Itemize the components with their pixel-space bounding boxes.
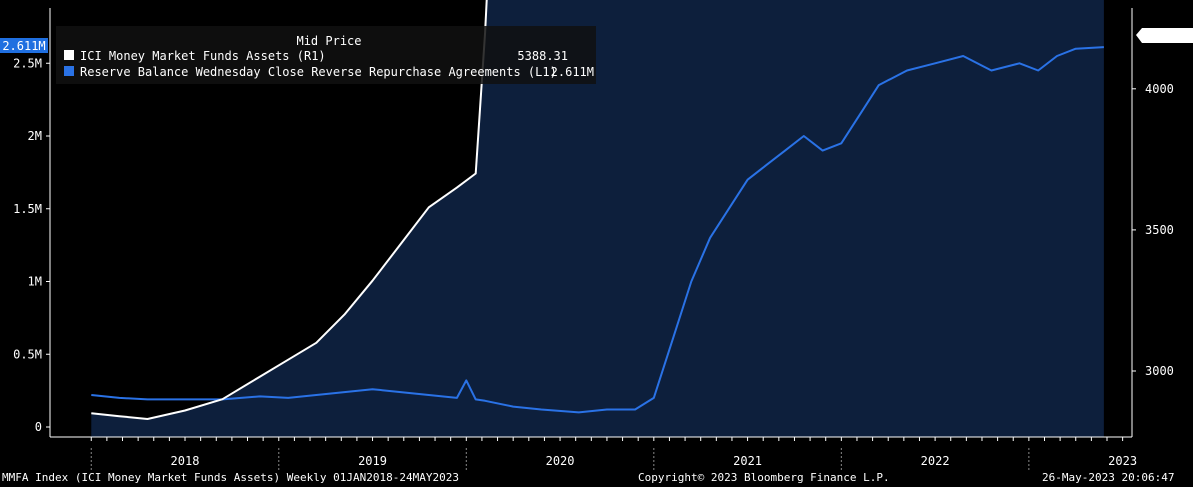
right-tick-label-4000: 4000 — [1145, 82, 1174, 96]
x-tick-label-2018: 2018 — [171, 454, 200, 468]
legend-title: Mid Price — [296, 34, 361, 48]
x-tick-label-2019: 2019 — [358, 454, 387, 468]
x-tick-label-2022: 2022 — [921, 454, 950, 468]
right-value-badge-text: 5388.31 — [1142, 29, 1193, 43]
blue-series-line — [91, 46, 1104, 414]
left-tick-label-2M: 2M — [28, 129, 42, 143]
right-value-badge — [1136, 28, 1193, 43]
legend-label-blue: Reserve Balance Wednesday Close Reverse … — [80, 65, 557, 79]
footer-timestamp: 26-May-2023 20:06:47 — [1042, 471, 1175, 484]
x-tick-label-2020: 2020 — [546, 454, 575, 468]
right-tick-label-3500: 3500 — [1145, 223, 1174, 237]
x-tick-label-2021: 2021 — [733, 454, 762, 468]
footer-index-info: MMFA Index (ICI Money Market Funds Asset… — [2, 471, 459, 484]
legend-swatch-white — [64, 50, 74, 60]
left-tick-label-2.5M: 2.5M — [13, 56, 42, 70]
legend-swatch-blue — [64, 66, 74, 76]
legend-value-blue: 2.611M — [551, 65, 594, 79]
white-series-line — [91, 0, 488, 420]
left-tick-label-0.5M: 0.5M — [13, 347, 42, 361]
legend-value-white: 5388.31 — [517, 49, 568, 63]
legend-box — [56, 26, 596, 84]
right-tick-label-3000: 3000 — [1145, 364, 1174, 378]
left-tick-label-1M: 1M — [28, 275, 42, 289]
white-series-area — [91, 0, 1104, 437]
left-value-badge-text: 2.611M — [2, 39, 45, 53]
left-value-badge — [0, 38, 48, 53]
left-tick-label-1.5M: 1.5M — [13, 202, 42, 216]
legend-label-white: ICI Money Market Funds Assets (R1) — [80, 49, 326, 63]
footer-copyright: Copyright© 2023 Bloomberg Finance L.P. — [638, 471, 890, 484]
left-tick-label-0: 0 — [35, 420, 42, 434]
x-tick-label-2023: 2023 — [1108, 454, 1137, 468]
